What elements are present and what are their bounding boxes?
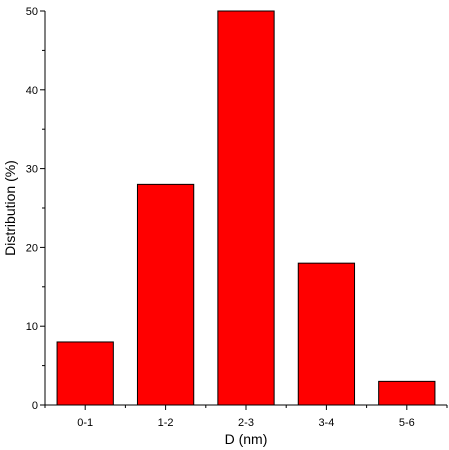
y-axis-label: Distribution (%) bbox=[2, 160, 18, 256]
y-tick-label-20: 20 bbox=[26, 242, 38, 254]
x-tick-label-0-1: 0-1 bbox=[77, 417, 93, 429]
bars-group bbox=[56, 10, 436, 406]
y-tick-label-40: 40 bbox=[26, 85, 38, 97]
y-tick-label-10: 10 bbox=[26, 321, 38, 333]
x-ticks-group: 0-1 1-2 2-3 3-4 5-6 bbox=[44, 405, 448, 429]
x-axis-label: D (nm) bbox=[225, 431, 268, 447]
y-tick-label-0: 0 bbox=[32, 400, 38, 412]
x-tick-label-5-6: 5-6 bbox=[399, 417, 415, 429]
bar-3-4 bbox=[297, 262, 356, 406]
y-tick-label-50: 50 bbox=[26, 6, 38, 18]
y-tick-label-30: 30 bbox=[26, 164, 38, 176]
x-tick-label-3-4: 3-4 bbox=[318, 417, 334, 429]
bar-2-3 bbox=[217, 10, 275, 406]
bar-5-6 bbox=[378, 380, 436, 406]
x-tick-label-2-3: 2-3 bbox=[238, 417, 254, 429]
y-ticks-group: 0 10 20 30 40 50 bbox=[26, 6, 45, 412]
x-tick-label-1-2: 1-2 bbox=[158, 417, 174, 429]
bar-1-2 bbox=[136, 183, 195, 406]
bar-0-1 bbox=[56, 341, 114, 406]
